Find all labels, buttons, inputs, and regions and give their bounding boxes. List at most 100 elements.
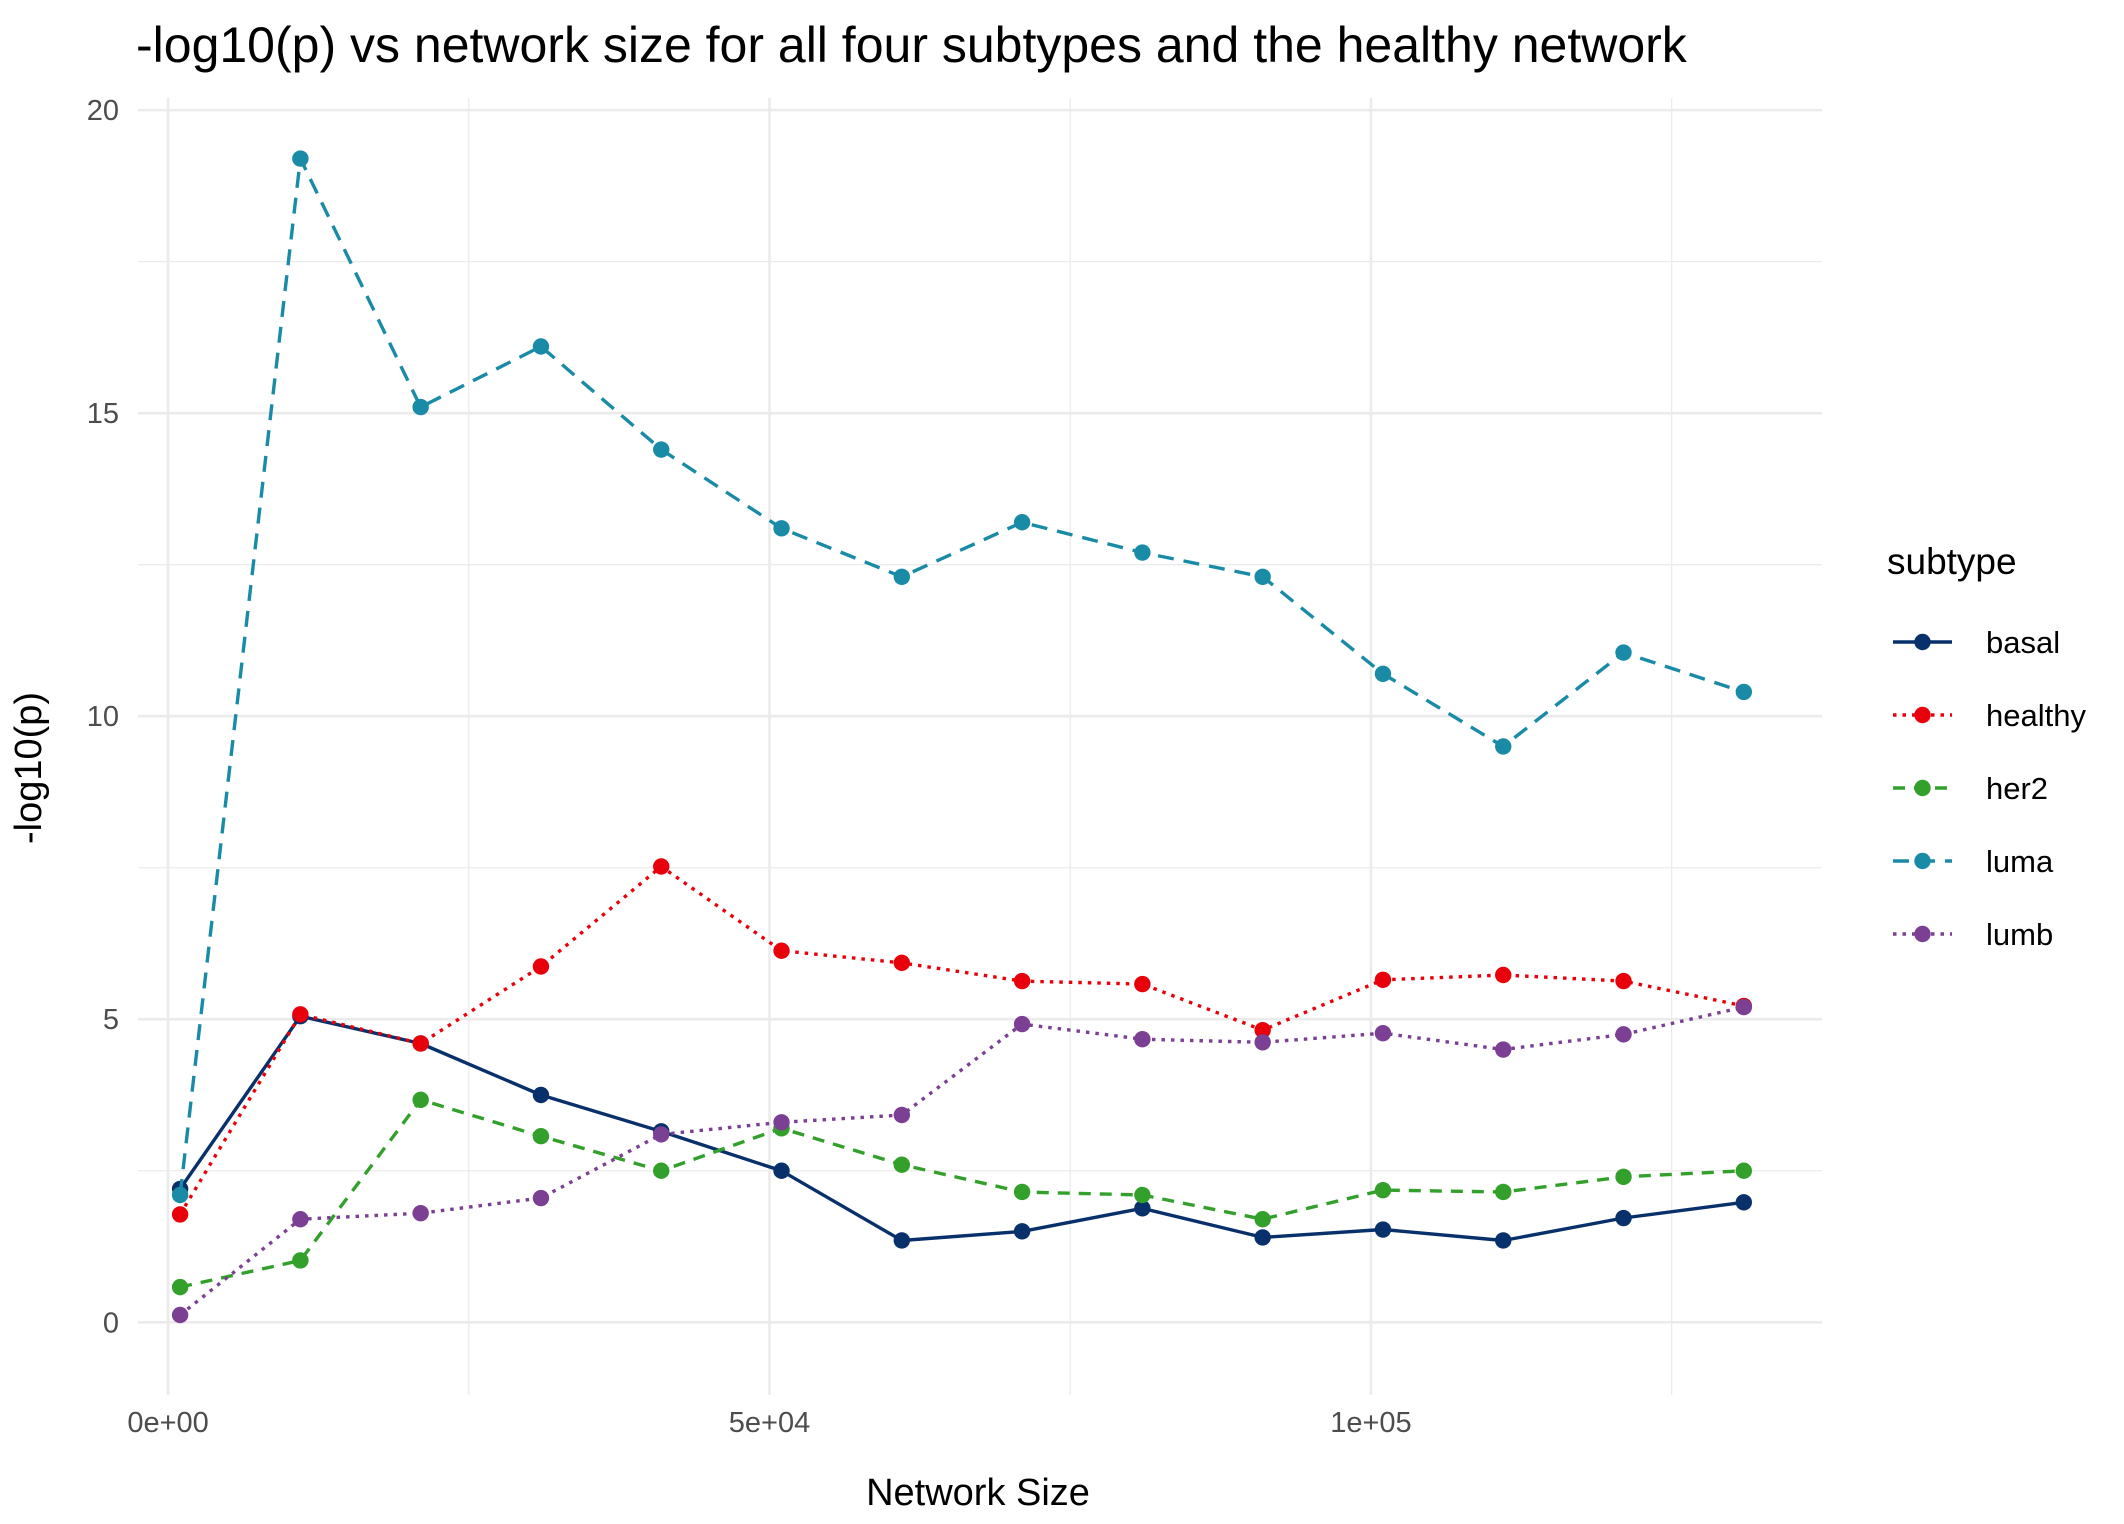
data-point-her2: [1735, 1162, 1753, 1179]
data-point-luma: [1254, 568, 1271, 585]
legend-label: healthy: [1986, 698, 2086, 733]
series-line-luma: [178, 156, 1745, 1196]
series-healthy: [171, 858, 1753, 1223]
y-axis-ticks: 0 5 10 15 20: [87, 95, 119, 1339]
series-line-lumb: [179, 1005, 1745, 1317]
data-point-luma: [292, 150, 309, 167]
data-point-lumb: [1013, 1015, 1031, 1033]
data-point-luma: [532, 338, 550, 355]
legend-label: her2: [1986, 771, 2048, 806]
data-point-luma: [773, 520, 790, 537]
data-point-basal: [893, 1232, 911, 1249]
data-point-lumb: [171, 1306, 189, 1324]
data-point-luma: [1134, 544, 1151, 561]
x-tick-label: 1e+05: [1330, 1407, 1411, 1439]
legend-key-marker: [1914, 852, 1931, 870]
data-point-basal: [1495, 1232, 1512, 1249]
data-point-her2: [1374, 1181, 1392, 1199]
legend-title: subtype: [1887, 541, 2017, 582]
data-point-luma: [412, 398, 429, 416]
data-point-lumb: [532, 1189, 550, 1207]
data-point-healthy: [1495, 966, 1512, 984]
data-point-her2: [1134, 1186, 1151, 1204]
data-point-her2: [532, 1128, 550, 1145]
data-point-lumb: [1615, 1026, 1632, 1043]
data-point-luma: [1495, 738, 1512, 755]
data-point-lumb: [1254, 1034, 1271, 1051]
grid: [138, 98, 1822, 1395]
data-point-lumb: [1495, 1041, 1512, 1058]
series-lumb: [171, 998, 1753, 1324]
data-point-her2: [1495, 1183, 1512, 1201]
series-line-healthy: [178, 864, 1745, 1216]
legend-item-luma: luma: [1893, 844, 2054, 879]
y-tick-label: 5: [103, 1004, 119, 1036]
x-axis-title: Network Size: [866, 1472, 1090, 1514]
data-point-her2: [412, 1091, 429, 1109]
data-point-luma: [1735, 683, 1753, 701]
data-point-her2: [1615, 1168, 1632, 1186]
legend-label: basal: [1986, 625, 2060, 660]
data-point-luma: [171, 1186, 189, 1204]
data-point-healthy: [1254, 1021, 1271, 1039]
x-tick-label: 0e+00: [127, 1407, 208, 1439]
data-point-basal: [1013, 1223, 1031, 1240]
y-tick-label: 0: [103, 1307, 119, 1339]
data-point-lumb: [1134, 1031, 1151, 1048]
data-point-lumb: [292, 1211, 309, 1228]
series-layer: [171, 150, 1753, 1324]
series-basal: [171, 1008, 1753, 1249]
data-point-healthy: [653, 858, 670, 875]
data-point-her2: [1254, 1211, 1271, 1228]
data-point-luma: [1615, 644, 1632, 661]
data-point-healthy: [1615, 972, 1632, 990]
data-point-healthy: [1013, 972, 1031, 990]
legend-item-healthy: healthy: [1893, 698, 2086, 733]
x-tick-label: 5e+04: [729, 1407, 810, 1439]
data-point-basal: [1134, 1200, 1151, 1217]
data-point-lumb: [412, 1204, 429, 1222]
data-point-luma: [653, 441, 670, 458]
legend-key-marker: [1914, 706, 1931, 724]
y-axis-title: -log10(p): [8, 692, 50, 844]
y-tick-label: 15: [87, 398, 119, 430]
x-axis-ticks: 0e+00 5e+04 1e+05: [127, 1407, 1411, 1439]
data-point-her2: [1013, 1183, 1031, 1201]
data-point-luma: [1374, 665, 1392, 682]
legend-item-basal: basal: [1893, 625, 2060, 660]
data-point-basal: [1254, 1229, 1271, 1246]
data-point-her2: [292, 1252, 309, 1269]
data-point-lumb: [1374, 1024, 1392, 1042]
legend-label: lumb: [1986, 917, 2053, 952]
data-point-healthy: [893, 954, 911, 972]
data-point-basal: [773, 1162, 790, 1179]
data-point-lumb: [1735, 998, 1753, 1016]
data-point-basal: [532, 1086, 550, 1104]
data-point-healthy: [171, 1206, 189, 1223]
legend-item-her2: her2: [1893, 771, 2048, 806]
legend: basal healthy her2 luma lumb: [1893, 625, 2086, 952]
y-tick-label: 20: [87, 95, 119, 127]
legend-label: luma: [1986, 844, 2054, 879]
data-point-healthy: [532, 958, 550, 975]
legend-key-marker: [1914, 779, 1931, 797]
data-point-basal: [1374, 1221, 1392, 1238]
data-point-healthy: [773, 942, 790, 959]
chart-title: -log10(p) vs network size for all four s…: [136, 17, 1688, 73]
data-point-luma: [1013, 514, 1031, 531]
data-point-healthy: [1134, 975, 1151, 993]
legend-key-marker: [1914, 633, 1931, 651]
data-point-her2: [171, 1278, 189, 1296]
data-point-healthy: [292, 1006, 309, 1023]
data-point-luma: [893, 568, 911, 585]
data-point-lumb: [653, 1126, 670, 1143]
data-point-lumb: [773, 1114, 790, 1131]
data-point-healthy: [412, 1035, 429, 1052]
data-point-her2: [893, 1156, 911, 1173]
series-line-her2: [179, 1098, 1744, 1289]
series-line-basal: [178, 1014, 1745, 1243]
data-point-basal: [1735, 1194, 1753, 1211]
data-point-basal: [1615, 1209, 1632, 1227]
series-her2: [171, 1091, 1753, 1296]
